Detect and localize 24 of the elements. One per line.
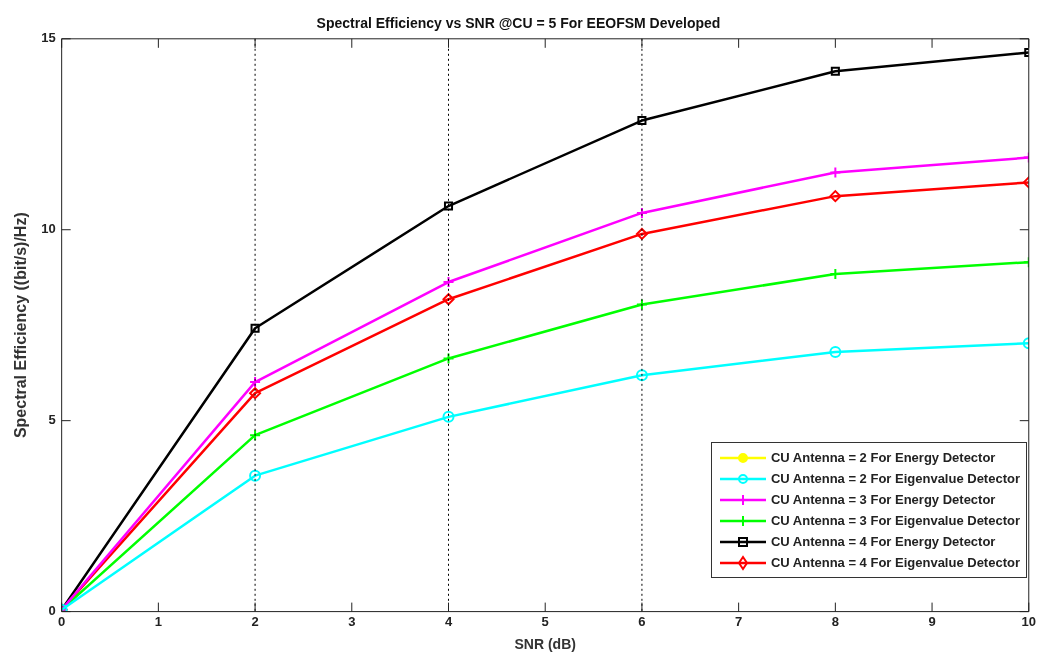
x-tick-label: 10 <box>1021 613 1036 629</box>
x-tick-label: 9 <box>928 613 936 629</box>
x-tick-label: 7 <box>735 613 743 629</box>
chart-title: Spectral Efficiency vs SNR @CU = 5 For EEOFSM Developed <box>316 15 721 32</box>
legend-label: CU Antenna = 3 For Eigenvalue Detector <box>770 513 1020 528</box>
legend-label: CU Antenna = 2 For Energy Detector <box>770 450 996 465</box>
x-tick-label: 2 <box>251 613 259 629</box>
y-tick-label: 15 <box>41 30 56 46</box>
y-tick-label: 5 <box>48 412 56 428</box>
x-axis-title: SNR (dB) <box>514 636 576 653</box>
x-tick-label: 3 <box>348 613 356 629</box>
x-tick-label: 6 <box>638 613 646 629</box>
legend-label: CU Antenna = 4 For Eigenvalue Detector <box>770 555 1020 570</box>
x-tick-label: 1 <box>154 613 162 629</box>
y-tick-label: 10 <box>41 221 56 237</box>
x-tick-label: 8 <box>831 613 839 629</box>
y-axis-title: Spectral Efficiency ((bit/s)/Hz) <box>12 212 30 439</box>
legend-label: CU Antenna = 3 For Energy Detector <box>770 492 996 507</box>
legend-label: CU Antenna = 4 For Energy Detector <box>770 534 996 549</box>
x-tick-label: 0 <box>58 613 66 629</box>
x-tick-label: 5 <box>541 613 549 629</box>
legend-label: CU Antenna = 2 For Eigenvalue Detector <box>770 471 1020 486</box>
y-tick-label: 0 <box>48 603 56 619</box>
x-tick-label: 4 <box>444 613 453 629</box>
